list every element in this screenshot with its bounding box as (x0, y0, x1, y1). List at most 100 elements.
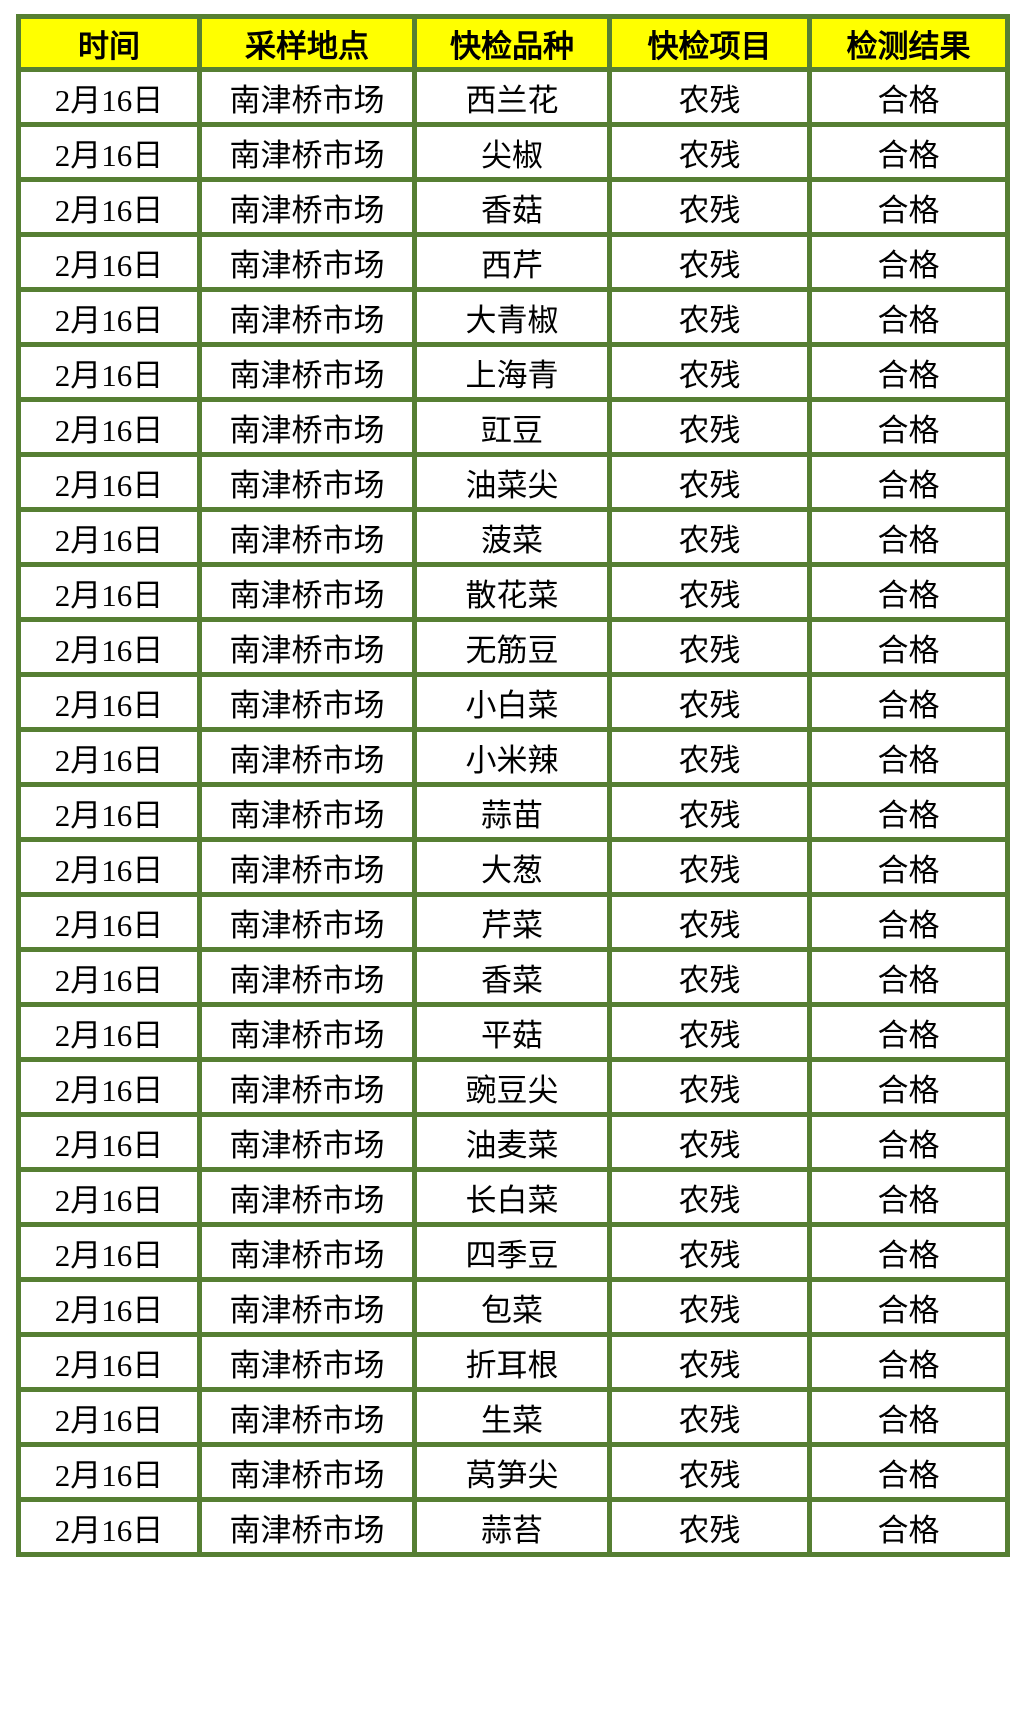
cell-location: 南津桥市场 (197, 727, 417, 787)
table-row: 2月16日 南津桥市场 长白菜 农残 合格 (16, 1167, 1010, 1227)
cell-result: 合格 (807, 1002, 1010, 1062)
table-row: 2月16日 南津桥市场 上海青 农残 合格 (16, 342, 1010, 402)
table-row: 2月16日 南津桥市场 生菜 农残 合格 (16, 1387, 1010, 1447)
cell-location: 南津桥市场 (197, 1387, 417, 1447)
cell-result: 合格 (807, 507, 1010, 567)
cell-date: 2月16日 (16, 1222, 202, 1282)
cell-location: 南津桥市场 (197, 672, 417, 732)
cell-item: 农残 (607, 947, 812, 1007)
cell-variety: 生菜 (412, 1387, 612, 1447)
cell-variety: 油麦菜 (412, 1112, 612, 1172)
cell-result: 合格 (807, 1497, 1010, 1557)
cell-date: 2月16日 (16, 232, 202, 292)
cell-date: 2月16日 (16, 287, 202, 347)
cell-result: 合格 (807, 1167, 1010, 1227)
cell-item: 农残 (607, 672, 812, 732)
cell-location: 南津桥市场 (197, 507, 417, 567)
cell-variety: 芹菜 (412, 892, 612, 952)
cell-variety: 无筋豆 (412, 617, 612, 677)
cell-result: 合格 (807, 1442, 1010, 1502)
cell-location: 南津桥市场 (197, 342, 417, 402)
cell-location: 南津桥市场 (197, 1332, 417, 1392)
cell-result: 合格 (807, 617, 1010, 677)
table-row: 2月16日 南津桥市场 豇豆 农残 合格 (16, 397, 1010, 457)
cell-item: 农残 (607, 1167, 812, 1227)
cell-variety: 散花菜 (412, 562, 612, 622)
cell-result: 合格 (807, 782, 1010, 842)
rapid-test-results-sheet: 时间 采样地点 快检品种 快检项目 检测结果 2月16日 南津桥市场 西兰花 农… (16, 14, 1010, 1557)
cell-variety: 香菜 (412, 947, 612, 1007)
cell-item: 农残 (607, 287, 812, 347)
table-row: 2月16日 南津桥市场 豌豆尖 农残 合格 (16, 1057, 1010, 1117)
cell-variety: 莴笋尖 (412, 1442, 612, 1502)
cell-item: 农残 (607, 122, 812, 182)
cell-variety: 蒜苗 (412, 782, 612, 842)
cell-result: 合格 (807, 1387, 1010, 1447)
cell-result: 合格 (807, 1057, 1010, 1117)
cell-location: 南津桥市场 (197, 232, 417, 292)
cell-location: 南津桥市场 (197, 1222, 417, 1282)
cell-date: 2月16日 (16, 1002, 202, 1062)
table-row: 2月16日 南津桥市场 蒜苗 农残 合格 (16, 782, 1010, 842)
cell-result: 合格 (807, 287, 1010, 347)
cell-location: 南津桥市场 (197, 1002, 417, 1062)
cell-location: 南津桥市场 (197, 1442, 417, 1502)
cell-location: 南津桥市场 (197, 1277, 417, 1337)
cell-result: 合格 (807, 397, 1010, 457)
cell-variety: 豌豆尖 (412, 1057, 612, 1117)
cell-location: 南津桥市场 (197, 1057, 417, 1117)
cell-result: 合格 (807, 67, 1010, 127)
cell-result: 合格 (807, 727, 1010, 787)
cell-location: 南津桥市场 (197, 1167, 417, 1227)
table-row: 2月16日 南津桥市场 芹菜 农残 合格 (16, 892, 1010, 952)
cell-variety: 蒜苔 (412, 1497, 612, 1557)
cell-location: 南津桥市场 (197, 782, 417, 842)
column-header-sampling-location: 采样地点 (197, 14, 417, 72)
cell-variety: 西兰花 (412, 67, 612, 127)
cell-date: 2月16日 (16, 1167, 202, 1227)
cell-item: 农残 (607, 1002, 812, 1062)
cell-result: 合格 (807, 232, 1010, 292)
cell-variety: 长白菜 (412, 1167, 612, 1227)
cell-item: 农残 (607, 1332, 812, 1392)
cell-result: 合格 (807, 1112, 1010, 1172)
table-row: 2月16日 南津桥市场 大葱 农残 合格 (16, 837, 1010, 897)
cell-item: 农残 (607, 1442, 812, 1502)
cell-result: 合格 (807, 1332, 1010, 1392)
cell-location: 南津桥市场 (197, 562, 417, 622)
cell-date: 2月16日 (16, 1277, 202, 1337)
table-row: 2月16日 南津桥市场 尖椒 农残 合格 (16, 122, 1010, 182)
cell-variety: 油菜尖 (412, 452, 612, 512)
cell-variety: 香菇 (412, 177, 612, 237)
table-row: 2月16日 南津桥市场 香菇 农残 合格 (16, 177, 1010, 237)
cell-item: 农残 (607, 397, 812, 457)
cell-date: 2月16日 (16, 947, 202, 1007)
cell-location: 南津桥市场 (197, 452, 417, 512)
cell-item: 农残 (607, 507, 812, 567)
cell-location: 南津桥市场 (197, 947, 417, 1007)
cell-variety: 豇豆 (412, 397, 612, 457)
table-row: 2月16日 南津桥市场 大青椒 农残 合格 (16, 287, 1010, 347)
table-header: 时间 采样地点 快检品种 快检项目 检测结果 (16, 14, 1010, 72)
cell-date: 2月16日 (16, 837, 202, 897)
cell-date: 2月16日 (16, 1332, 202, 1392)
cell-date: 2月16日 (16, 1057, 202, 1117)
cell-variety: 大葱 (412, 837, 612, 897)
table-row: 2月16日 南津桥市场 小米辣 农残 合格 (16, 727, 1010, 787)
cell-result: 合格 (807, 177, 1010, 237)
cell-variety: 折耳根 (412, 1332, 612, 1392)
table-row: 2月16日 南津桥市场 小白菜 农残 合格 (16, 672, 1010, 732)
cell-date: 2月16日 (16, 397, 202, 457)
cell-location: 南津桥市场 (197, 837, 417, 897)
cell-item: 农残 (607, 1222, 812, 1282)
cell-item: 农残 (607, 452, 812, 512)
cell-item: 农残 (607, 1112, 812, 1172)
cell-item: 农残 (607, 892, 812, 952)
cell-date: 2月16日 (16, 562, 202, 622)
table-row: 2月16日 南津桥市场 西芹 农残 合格 (16, 232, 1010, 292)
cell-variety: 菠菜 (412, 507, 612, 567)
cell-item: 农残 (607, 1057, 812, 1117)
cell-item: 农残 (607, 67, 812, 127)
cell-variety: 尖椒 (412, 122, 612, 182)
cell-date: 2月16日 (16, 672, 202, 732)
